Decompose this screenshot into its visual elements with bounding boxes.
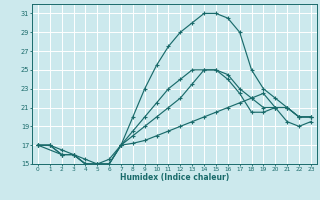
X-axis label: Humidex (Indice chaleur): Humidex (Indice chaleur) xyxy=(120,173,229,182)
